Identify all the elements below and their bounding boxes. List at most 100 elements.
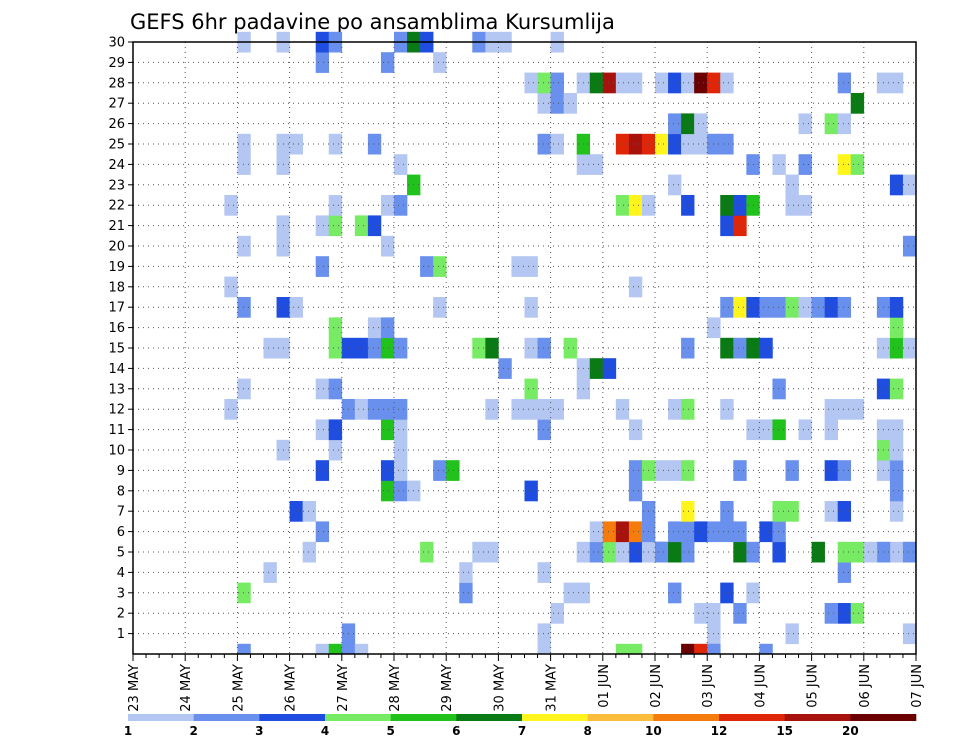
heatmap-cell bbox=[315, 521, 330, 543]
heatmap-cell bbox=[237, 133, 251, 155]
heatmap-cell bbox=[889, 541, 904, 563]
heatmap-cell bbox=[328, 195, 343, 216]
heatmap-cell bbox=[824, 460, 838, 481]
y-tick-label: 3 bbox=[117, 586, 125, 601]
heatmap-cell bbox=[837, 541, 852, 563]
heatmap-cell bbox=[628, 480, 643, 502]
heatmap-cell bbox=[328, 337, 343, 359]
y-tick-label: 1 bbox=[117, 627, 125, 642]
heatmap-cell bbox=[485, 399, 499, 420]
heatmap-cell bbox=[550, 603, 564, 624]
heatmap-cell bbox=[759, 337, 773, 359]
x-tick-label: 04 JUN bbox=[753, 664, 768, 708]
heatmap-cell bbox=[889, 174, 904, 196]
heatmap-cell bbox=[694, 133, 708, 155]
y-axis: 1234567891011121314151617181920212223242… bbox=[108, 36, 133, 642]
heatmap-cell bbox=[785, 174, 799, 196]
x-axis: 23 MAY 24 MAY 25 MAY 26 MAY 27 MAY 28 MAY 29 M… bbox=[127, 654, 925, 712]
heatmap-cell bbox=[394, 460, 408, 481]
heatmap-cell bbox=[733, 195, 747, 216]
colorbar-label: 6 bbox=[452, 724, 460, 738]
heatmap-cell bbox=[785, 501, 799, 522]
heatmap-cell bbox=[628, 460, 643, 481]
heatmap-cell bbox=[681, 501, 695, 522]
y-tick-label: 17 bbox=[108, 301, 125, 316]
heatmap-cell bbox=[694, 603, 708, 624]
heatmap-cell bbox=[628, 419, 643, 441]
y-tick-label: 8 bbox=[117, 484, 125, 499]
heatmap-cell bbox=[237, 235, 251, 257]
heatmap-cell bbox=[668, 521, 682, 543]
heatmap-cell bbox=[224, 399, 238, 420]
heatmap-cell bbox=[655, 460, 669, 481]
heatmap-cell bbox=[837, 562, 852, 583]
heatmap-cell bbox=[420, 256, 434, 277]
heatmap-cell bbox=[328, 133, 343, 155]
heatmap-cell bbox=[615, 399, 630, 420]
colorbar-swatch bbox=[784, 714, 851, 721]
y-tick-label: 9 bbox=[117, 464, 125, 479]
heatmap-cell bbox=[394, 195, 408, 216]
heatmap-cell bbox=[720, 501, 734, 522]
heatmap-cell bbox=[733, 603, 747, 624]
heatmap-cell bbox=[537, 419, 551, 441]
x-tick-label: 29 MAY bbox=[440, 664, 455, 712]
heatmap-cell bbox=[328, 378, 343, 400]
heatmap-cell bbox=[681, 195, 695, 216]
heatmap-cell bbox=[681, 133, 695, 155]
heatmap-cell bbox=[394, 439, 408, 461]
heatmap-cell bbox=[328, 439, 343, 461]
heatmap-cell bbox=[837, 297, 852, 318]
heatmap-cell bbox=[733, 521, 747, 543]
x-tick-label: 23 MAY bbox=[127, 664, 142, 712]
heatmap-cell bbox=[485, 541, 499, 563]
heatmap-cell bbox=[772, 501, 786, 522]
colorbar-label: 3 bbox=[255, 724, 263, 738]
heatmap-cell bbox=[550, 72, 564, 94]
colorbar-swatch bbox=[325, 714, 391, 721]
y-tick-label: 28 bbox=[108, 76, 125, 91]
heatmap-cell bbox=[589, 521, 604, 543]
heatmap-cell bbox=[694, 643, 708, 655]
colorbar-label: 20 bbox=[842, 724, 859, 738]
heatmap-cell bbox=[681, 113, 695, 135]
heatmap-cell bbox=[315, 378, 330, 400]
heatmap-cell bbox=[537, 337, 551, 359]
heatmap-cell bbox=[380, 52, 395, 73]
y-tick-label: 26 bbox=[108, 117, 125, 132]
y-tick-label: 20 bbox=[108, 240, 125, 255]
heatmap-cell bbox=[694, 521, 708, 543]
heatmap-cell bbox=[459, 562, 473, 583]
y-tick-label: 23 bbox=[108, 178, 125, 193]
heatmap-cell bbox=[785, 623, 799, 645]
heatmap-cell bbox=[798, 113, 812, 135]
heatmap-cell bbox=[707, 643, 721, 655]
heatmap-cell bbox=[315, 256, 330, 277]
heatmap-cell bbox=[367, 317, 382, 339]
heatmap-cell bbox=[446, 460, 460, 481]
heatmap-cell bbox=[537, 562, 551, 583]
heatmap-cell bbox=[537, 643, 551, 655]
heatmap-cell bbox=[798, 419, 812, 441]
heatmap-cell bbox=[824, 419, 838, 441]
heatmap-cell bbox=[328, 215, 343, 237]
heatmap-cell bbox=[694, 113, 708, 135]
heatmap-cell bbox=[902, 541, 917, 563]
heatmap-cell bbox=[798, 297, 812, 318]
heatmap-cell bbox=[889, 439, 904, 461]
heatmap-cell bbox=[889, 337, 904, 359]
heatmap-cell bbox=[798, 154, 812, 175]
y-tick-label: 5 bbox=[117, 546, 125, 561]
heatmap-cell bbox=[550, 133, 564, 155]
heatmap-cell bbox=[459, 582, 473, 604]
colorbar-label: 10 bbox=[645, 724, 662, 738]
heatmap-cell bbox=[837, 154, 852, 175]
heatmap-cell bbox=[863, 541, 878, 563]
heatmap-cell bbox=[537, 133, 551, 155]
y-tick-label: 11 bbox=[108, 423, 125, 438]
heatmap-cell bbox=[668, 174, 682, 196]
heatmap-cell bbox=[420, 541, 434, 563]
heatmap-cell bbox=[380, 480, 395, 502]
heatmap-cell bbox=[628, 643, 643, 655]
heatmap-cell bbox=[537, 72, 551, 94]
